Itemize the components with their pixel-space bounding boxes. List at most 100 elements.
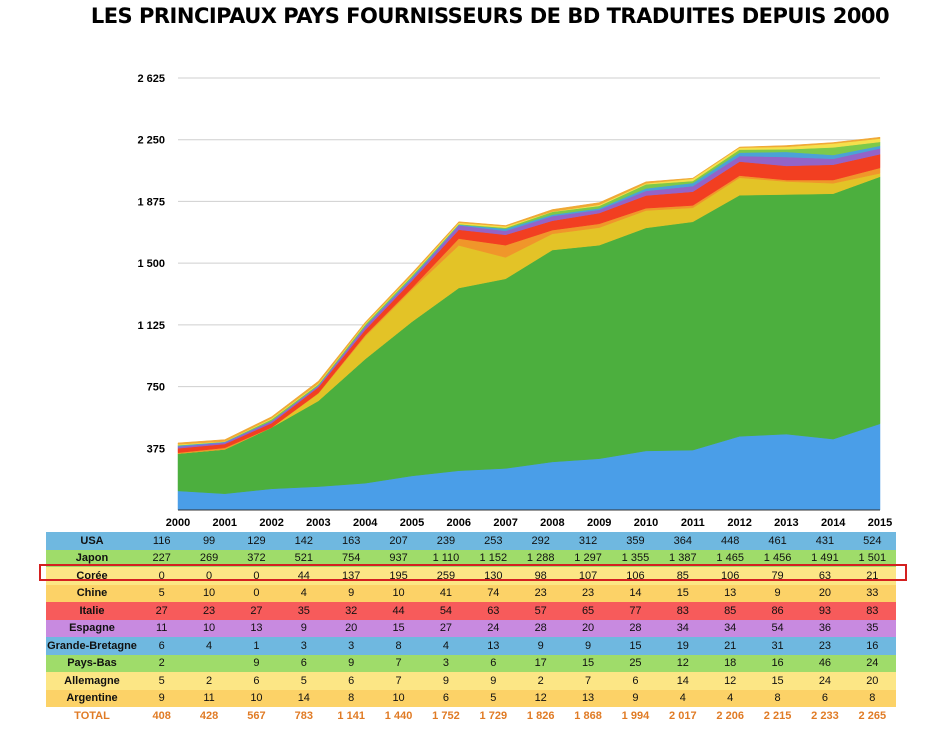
table-cell: 20 <box>818 587 832 600</box>
x-tick-label: 2002 <box>259 517 283 529</box>
x-tick-label: 2004 <box>353 517 378 529</box>
table-cell: 1 501 <box>858 552 887 565</box>
table-cell: 359 <box>626 534 645 547</box>
table-cell: 15 <box>629 639 642 652</box>
x-tick-label: 2011 <box>681 517 705 529</box>
table-cell: 13 <box>487 639 500 652</box>
table-row: Corée 0 0 0 44 137 195 259 130 98 107 106 85 106 79 63 2… <box>46 567 896 585</box>
table-cell: 1 456 <box>763 552 792 565</box>
table-cell: 9 <box>774 587 781 600</box>
table-cell: 16 <box>866 639 879 652</box>
table-cell: 269 <box>199 552 219 565</box>
table-cell: 63 <box>818 569 832 582</box>
table-cell: 14 <box>297 692 310 705</box>
table-cell: 4 <box>679 692 686 705</box>
y-tick-label: 1 875 <box>137 196 165 208</box>
table-cell: 7 <box>395 657 402 670</box>
table-cell: 5 <box>490 692 497 705</box>
table-cell: 2 265 <box>848 707 896 725</box>
table-cell: 24 <box>818 674 832 687</box>
table-cell: 253 <box>484 534 503 547</box>
table-cell: 9 <box>158 692 165 705</box>
x-tick-label: 2010 <box>634 517 658 529</box>
table-cell: 6 <box>300 657 307 670</box>
table-cell: 77 <box>629 604 642 617</box>
table-cell: 63 <box>487 604 500 617</box>
table-cell: 2 <box>206 674 213 687</box>
table-cell: 1 297 <box>574 552 602 565</box>
table-cell: 1 141 <box>327 707 375 725</box>
table-cell: 7 <box>395 674 402 687</box>
table-row: Pays-Bas 2 9 6 9 7 3 6 17 15 25 12 18 16 46 24 <box>46 654 896 672</box>
table-cell: 6 <box>158 639 165 652</box>
table-cell: 937 <box>389 552 408 565</box>
table-cell: 2 206 <box>706 707 754 725</box>
table-cell: 27 <box>439 622 453 635</box>
table-cell: 364 <box>673 534 692 547</box>
table-cell: 21 <box>724 639 737 652</box>
table-cell: 521 <box>294 552 313 565</box>
x-tick-label: 2006 <box>447 517 471 529</box>
table-cell: 1 355 <box>621 552 650 565</box>
x-tick-label: 2007 <box>493 517 517 529</box>
table-cell: 2 215 <box>753 707 802 725</box>
table-cell: 5 <box>158 587 165 600</box>
table-cell: 15 <box>771 674 784 687</box>
table-cell: 23 <box>818 639 832 652</box>
table-cell: 74 <box>487 587 500 600</box>
table-cell: 54 <box>439 604 453 617</box>
table-cell: 2 <box>158 657 165 670</box>
table-cell: 20 <box>866 674 879 687</box>
table-cell: 28 <box>629 622 642 635</box>
table-cell: 3 <box>348 639 355 652</box>
table-cell: 28 <box>534 622 547 635</box>
table-cell: 227 <box>152 552 171 565</box>
table-cell: 44 <box>297 569 310 582</box>
table-cell: 14 <box>629 587 642 600</box>
row-label: Argentine <box>66 692 118 705</box>
table-cell: 11 <box>155 622 168 635</box>
table-cell: 9 <box>442 674 449 687</box>
row-label: Chine <box>76 587 108 600</box>
table-cell: 163 <box>342 534 361 547</box>
table-cell: 10 <box>392 587 405 600</box>
row-label: USA <box>80 534 104 547</box>
table-cell: 10 <box>250 692 263 705</box>
table-row: Argentine 9 11 10 14 8 10 6 5 12 13 9 4 4 8 6 8 <box>46 689 896 707</box>
table-cell: 6 <box>821 692 828 705</box>
table-cell: 10 <box>392 692 405 705</box>
table-row: USA 116 99 129 142 163 207 239 253 292 312 359 364 44… <box>46 532 896 550</box>
table-cell: 99 <box>202 534 216 547</box>
table-cell: 9 <box>300 622 307 635</box>
table-cell: 25 <box>629 657 642 670</box>
table-cell: 4 <box>300 587 307 600</box>
table-cell: 12 <box>724 674 737 687</box>
table-cell: 107 <box>578 569 598 582</box>
table-cell: 13 <box>724 587 737 600</box>
row-label: Allemagne <box>64 674 120 687</box>
table-cell: 2 017 <box>659 707 707 725</box>
table-row: Allemagne 5 2 6 5 6 7 9 9 2 7 6 14 12 15 24 20 <box>46 672 896 690</box>
table-cell: 23 <box>202 604 216 617</box>
x-tick-label: 2008 <box>540 517 564 529</box>
table-cell: 36 <box>818 622 832 635</box>
row-label: Pays-Bas <box>67 657 117 670</box>
table-cell: 32 <box>345 604 358 617</box>
table-cell: 6 <box>442 692 449 705</box>
table-cell: 1 994 <box>611 707 660 725</box>
table-cell: 9 <box>348 587 355 600</box>
table-cell: 23 <box>534 587 547 600</box>
table-cell: 754 <box>342 552 361 565</box>
table-cell: 6 <box>632 674 639 687</box>
table-cell: 20 <box>345 622 358 635</box>
table-cell: 567 <box>232 707 281 725</box>
table-cell: 408 <box>138 707 186 725</box>
table-cell: 6 <box>490 657 497 670</box>
table-cell: 1 440 <box>374 707 423 725</box>
table-cell: 57 <box>534 604 547 617</box>
table-cell: 14 <box>676 674 689 687</box>
row-label: Espagne <box>69 622 115 635</box>
table-cell: 524 <box>863 534 882 547</box>
table-cell: 0 <box>158 569 165 582</box>
table-cell: 372 <box>247 552 266 565</box>
